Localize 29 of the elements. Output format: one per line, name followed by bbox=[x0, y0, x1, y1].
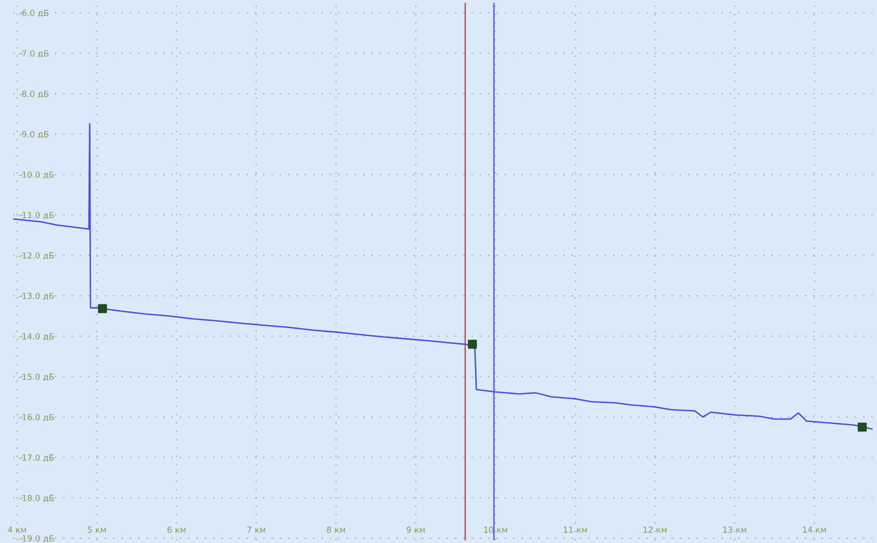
y-tick-label: -13.0 дБ bbox=[19, 292, 54, 300]
x-tick-label: 4 км bbox=[8, 526, 26, 533]
y-tick-label: -7.0 дБ bbox=[19, 50, 49, 58]
x-tick-label: 9 км bbox=[406, 526, 425, 533]
y-tick-label: -16.0 дБ bbox=[19, 414, 54, 422]
y-tick-label: -15.0 дБ bbox=[19, 374, 54, 381]
y-tick-label: -8.0 дБ bbox=[19, 90, 49, 98]
x-tick-label: 12 км bbox=[644, 526, 666, 533]
y-tick-label: -18.0 дБ bbox=[19, 494, 54, 502]
y-tick-label: -14.0 дБ bbox=[19, 333, 54, 340]
y-tick-label: -6.0 дБ bbox=[19, 10, 49, 18]
y-tick-label: -11.0 дБ bbox=[19, 212, 54, 220]
x-tick-label: 5 км bbox=[88, 526, 106, 533]
x-tick-label: 7 км bbox=[247, 526, 266, 533]
line-series bbox=[13, 123, 873, 430]
y-tick-label: -9.0 дБ bbox=[19, 131, 49, 138]
point bbox=[98, 304, 107, 314]
point bbox=[468, 340, 477, 349]
x-tick-label: 11 км bbox=[564, 526, 587, 533]
y-tick-label: -10.0 дБ bbox=[19, 171, 54, 179]
x-tick-label: 14 км bbox=[803, 526, 826, 533]
y-tick-label: -19.0 дБ bbox=[19, 535, 54, 543]
y-tick-label: -17.0 дБ bbox=[19, 454, 54, 462]
point bbox=[858, 422, 867, 432]
x-tick-label: 10 км bbox=[484, 526, 508, 533]
x-tick-label: 8 км bbox=[326, 526, 345, 533]
x-tick-label: 13 км bbox=[723, 526, 746, 533]
y-tick-label: -12.0 дБ bbox=[19, 252, 54, 260]
x-tick-label: 6 км bbox=[168, 526, 186, 533]
